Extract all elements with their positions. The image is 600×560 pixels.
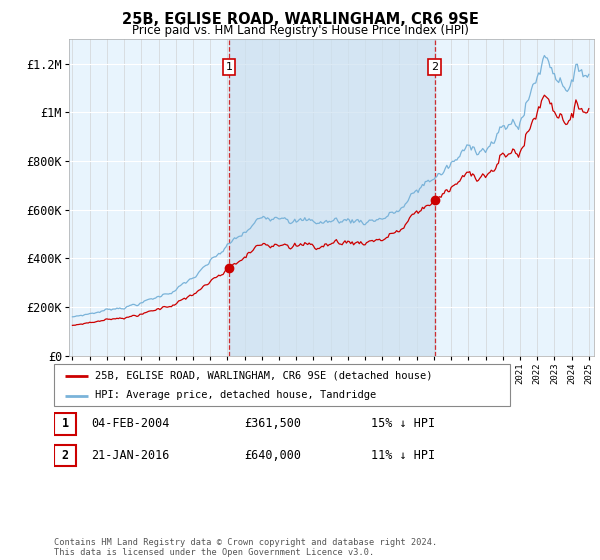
Text: 1: 1 [62,417,68,431]
Text: Price paid vs. HM Land Registry's House Price Index (HPI): Price paid vs. HM Land Registry's House … [131,24,469,36]
Bar [54,413,76,435]
Text: 21-JAN-2016: 21-JAN-2016 [91,449,169,462]
Text: 2: 2 [62,449,68,462]
Text: HPI: Average price, detached house, Tandridge: HPI: Average price, detached house, Tand… [95,390,376,400]
Text: 25B, EGLISE ROAD, WARLINGHAM, CR6 9SE (detached house): 25B, EGLISE ROAD, WARLINGHAM, CR6 9SE (d… [95,371,433,381]
Bar [54,445,76,466]
Text: £640,000: £640,000 [244,449,301,462]
Bar [229,39,435,356]
Text: 2: 2 [431,62,439,72]
Text: 11% ↓ HPI: 11% ↓ HPI [371,449,435,462]
Text: 1: 1 [226,62,232,72]
Text: £361,500: £361,500 [244,417,301,431]
Text: 15% ↓ HPI: 15% ↓ HPI [371,417,435,431]
Text: Contains HM Land Registry data © Crown copyright and database right 2024.
This d: Contains HM Land Registry data © Crown c… [54,538,437,557]
Text: 25B, EGLISE ROAD, WARLINGHAM, CR6 9SE: 25B, EGLISE ROAD, WARLINGHAM, CR6 9SE [122,12,478,27]
Text: 04-FEB-2004: 04-FEB-2004 [91,417,169,431]
